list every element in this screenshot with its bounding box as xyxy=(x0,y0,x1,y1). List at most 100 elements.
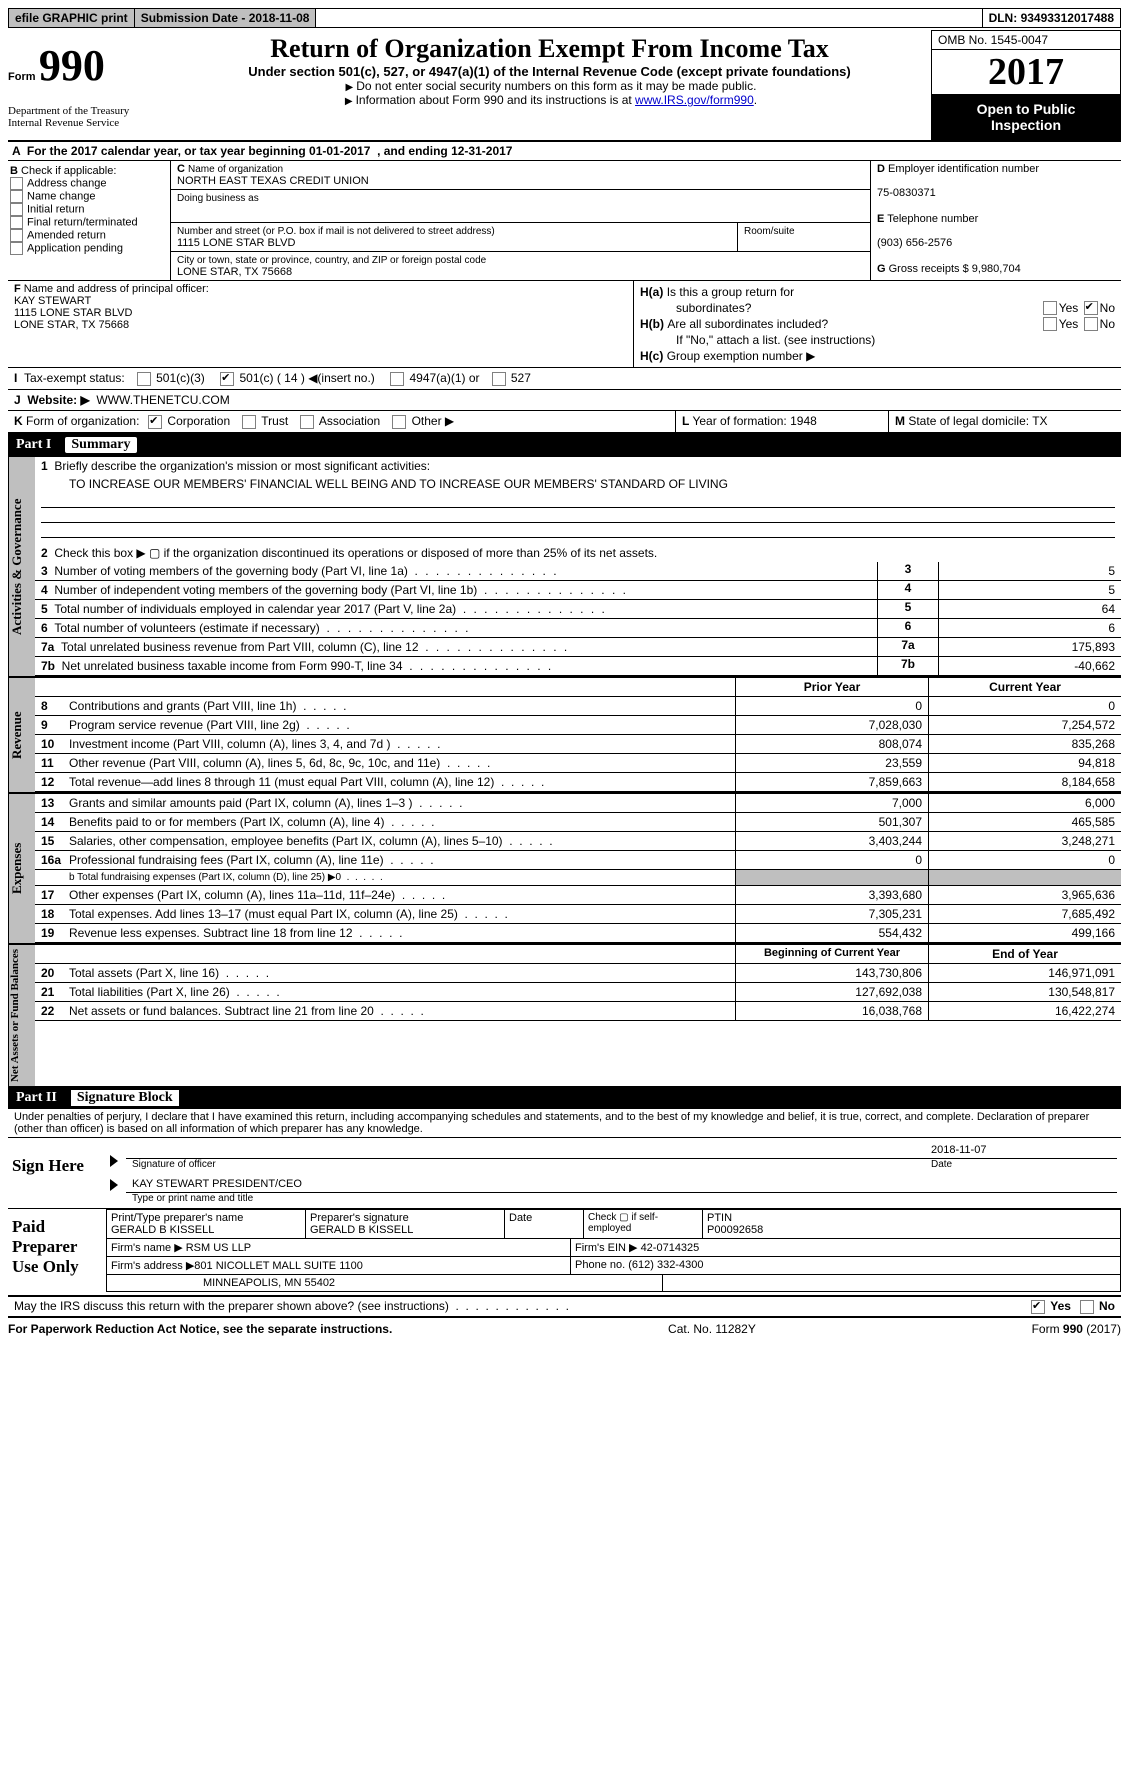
col-h: H(a) Is this a group return for subordin… xyxy=(634,281,1121,367)
form-id-footer: Form 990 (2017) xyxy=(1032,1322,1121,1336)
mission-text: TO INCREASE OUR MEMBERS' FINANCIAL WELL … xyxy=(35,475,1121,493)
omb-number: OMB No. 1545-0047 xyxy=(931,30,1121,50)
sign-here-label: Sign Here xyxy=(8,1138,106,1208)
topbar: efile GRAPHIC print Submission Date - 20… xyxy=(8,8,1121,28)
form-word: Form xyxy=(8,71,36,83)
table-row: 4 Number of independent voting members o… xyxy=(35,581,1121,600)
dln: DLN: 93493312017488 xyxy=(983,9,1120,27)
k-trust[interactable] xyxy=(242,415,256,429)
firm-city: MINNEAPOLIS, MN 55402 xyxy=(106,1275,662,1292)
part-ii-header: Part II Signature Block xyxy=(8,1087,1121,1109)
table-row: 18Total expenses. Add lines 13–17 (must … xyxy=(35,905,1121,924)
section-revenue: Revenue Prior Year Current Year 8Contrib… xyxy=(8,677,1121,793)
paid-preparer-block: Paid Preparer Use Only Print/Type prepar… xyxy=(8,1209,1121,1297)
sign-date: 2018-11-07 xyxy=(931,1144,1111,1156)
table-row: 16aProfessional fundraising fees (Part I… xyxy=(35,851,1121,870)
city-state-zip: LONE STAR, TX 75668 xyxy=(177,266,292,278)
tax-year: 2017 xyxy=(931,50,1121,95)
efile-print-button[interactable]: efile GRAPHIC print xyxy=(9,9,135,27)
table-row: 13Grants and similar amounts paid (Part … xyxy=(35,794,1121,813)
table-row: 15Salaries, other compensation, employee… xyxy=(35,832,1121,851)
preparer-name: GERALD B KISSELL xyxy=(111,1224,214,1236)
discuss-row: May the IRS discuss this return with the… xyxy=(8,1297,1121,1318)
col-f: F Name and address of principal officer:… xyxy=(8,281,634,367)
table-row: 10Investment income (Part VIII, column (… xyxy=(35,735,1121,754)
table-row: 5 Total number of individuals employed i… xyxy=(35,600,1121,619)
ha-yes[interactable] xyxy=(1043,301,1057,315)
arrow-icon xyxy=(110,1179,118,1191)
ssn-warning: Do not enter social security numbers on … xyxy=(180,79,919,93)
ha-no[interactable] xyxy=(1084,301,1098,315)
vlabel-expenses: Expenses xyxy=(8,794,35,943)
tax-501c3[interactable] xyxy=(137,372,151,386)
firm-phone: (612) 332-4300 xyxy=(628,1259,703,1271)
k-assoc[interactable] xyxy=(300,415,314,429)
table-row: 21Total liabilities (Part X, line 26) . … xyxy=(35,983,1121,1002)
table-row: 3 Number of voting members of the govern… xyxy=(35,562,1121,581)
checkbox-address-change[interactable] xyxy=(10,177,23,190)
section-activities-governance: Activities & Governance 1 Briefly descri… xyxy=(8,456,1121,677)
tax-4947[interactable] xyxy=(390,372,404,386)
tax-527[interactable] xyxy=(492,372,506,386)
topbar-spacer xyxy=(316,9,982,27)
ein: 75-0830371 xyxy=(877,187,936,199)
k-corp[interactable] xyxy=(148,415,162,429)
tax-501c[interactable] xyxy=(220,372,234,386)
row-j: J Website: ▶ WWW.THENETCU.COM xyxy=(8,389,1121,410)
col-d: D Employer identification number 75-0830… xyxy=(871,161,1121,280)
table-row: 6 Total number of volunteers (estimate i… xyxy=(35,619,1121,638)
form-subtitle: Under section 501(c), 527, or 4947(a)(1)… xyxy=(180,64,919,79)
discuss-yes[interactable] xyxy=(1031,1300,1045,1314)
k-other[interactable] xyxy=(392,415,406,429)
rev-header: Prior Year Current Year xyxy=(35,678,1121,697)
checkbox-application-pending[interactable] xyxy=(10,242,23,255)
row-klm: K Form of organization: Corporation Trus… xyxy=(8,410,1121,434)
org-name: NORTH EAST TEXAS CREDIT UNION xyxy=(177,175,369,187)
vlabel-ag: Activities & Governance xyxy=(8,457,35,676)
section-net-assets: Net Assets or Fund Balances Beginning of… xyxy=(8,944,1121,1087)
footer: For Paperwork Reduction Act Notice, see … xyxy=(8,1318,1121,1336)
perjury-statement: Under penalties of perjury, I declare th… xyxy=(8,1109,1121,1138)
block-fh: F Name and address of principal officer:… xyxy=(8,280,1121,367)
table-row: 14Benefits paid to or for members (Part … xyxy=(35,813,1121,832)
gross-receipts: 9,980,704 xyxy=(972,263,1021,275)
table-row: b Total fundraising expenses (Part IX, c… xyxy=(35,870,1121,886)
paid-preparer-label: Paid Preparer Use Only xyxy=(8,1209,106,1295)
state-domicile: TX xyxy=(1032,414,1047,428)
dept-treasury: Department of the Treasury xyxy=(8,105,168,117)
discuss-no[interactable] xyxy=(1080,1300,1094,1314)
hb-yes[interactable] xyxy=(1043,317,1057,331)
table-row: 19Revenue less expenses. Subtract line 1… xyxy=(35,924,1121,943)
part-i-header: Part I Summary xyxy=(8,434,1121,456)
col-b: B Check if applicable: Address change Na… xyxy=(8,161,171,280)
vlabel-revenue: Revenue xyxy=(8,678,35,792)
officer-name: KAY STEWART xyxy=(14,295,91,307)
row-i: I Tax-exempt status: 501(c)(3) 501(c) ( … xyxy=(8,367,1121,389)
firm-name: RSM US LLP xyxy=(186,1242,251,1254)
arrow-icon xyxy=(110,1155,118,1167)
irs: Internal Revenue Service xyxy=(8,117,168,129)
table-row: 7b Net unrelated business taxable income… xyxy=(35,657,1121,676)
room-suite: Room/suite xyxy=(738,223,870,251)
col-c: C Name of organization NORTH EAST TEXAS … xyxy=(171,161,871,280)
block-bcd: B Check if applicable: Address change Na… xyxy=(8,160,1121,280)
firm-ein: 42-0714325 xyxy=(641,1242,700,1254)
website: WWW.THENETCU.COM xyxy=(96,393,229,407)
irs-link[interactable]: www.IRS.gov/form990 xyxy=(635,93,754,107)
section-expenses: Expenses 13Grants and similar amounts pa… xyxy=(8,793,1121,944)
checkbox-name-change[interactable] xyxy=(10,190,23,203)
table-row: 11Other revenue (Part VIII, column (A), … xyxy=(35,754,1121,773)
table-row: 7a Total unrelated business revenue from… xyxy=(35,638,1121,657)
info-link-row: Information about Form 990 and its instr… xyxy=(180,93,919,107)
checkbox-initial-return[interactable] xyxy=(10,203,23,216)
checkbox-final-return[interactable] xyxy=(10,216,23,229)
street: 1115 LONE STAR BLVD xyxy=(177,237,295,249)
year-formation: 1948 xyxy=(790,414,817,428)
preparer-signature: GERALD B KISSELL xyxy=(310,1224,413,1236)
sign-here-block: Sign Here 2018-11-07 Signature of office… xyxy=(8,1138,1121,1209)
table-row: 20Total assets (Part X, line 16) . . . .… xyxy=(35,964,1121,983)
table-row: 9Program service revenue (Part VIII, lin… xyxy=(35,716,1121,735)
hb-no[interactable] xyxy=(1084,317,1098,331)
table-row: 17Other expenses (Part IX, column (A), l… xyxy=(35,886,1121,905)
checkbox-amended[interactable] xyxy=(10,229,23,242)
